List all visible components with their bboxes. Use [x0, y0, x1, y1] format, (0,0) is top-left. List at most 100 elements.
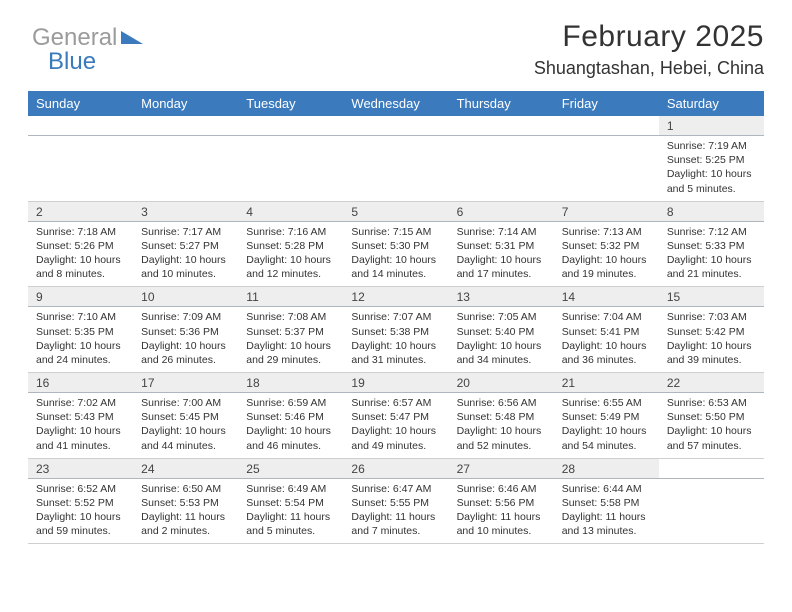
sunset-text: Sunset: 5:58 PM [562, 496, 651, 510]
daylight-text: Daylight: 10 hours and 10 minutes. [141, 253, 230, 281]
weekday-header: Tuesday [238, 91, 343, 116]
day-number-cell: 19 [343, 373, 448, 393]
day-content-cell: Sunrise: 7:07 AMSunset: 5:38 PMDaylight:… [343, 307, 448, 373]
sunset-text: Sunset: 5:30 PM [351, 239, 440, 253]
daylight-text: Daylight: 11 hours and 5 minutes. [246, 510, 335, 538]
day-number: 17 [141, 376, 154, 390]
sunset-text: Sunset: 5:28 PM [246, 239, 335, 253]
day-number-cell: 24 [133, 458, 238, 478]
day-content-cell: Sunrise: 7:13 AMSunset: 5:32 PMDaylight:… [554, 221, 659, 287]
sunrise-text: Sunrise: 7:04 AM [562, 310, 651, 324]
sunset-text: Sunset: 5:47 PM [351, 410, 440, 424]
sunset-text: Sunset: 5:53 PM [141, 496, 230, 510]
daylight-text: Daylight: 10 hours and 59 minutes. [36, 510, 125, 538]
day-content-row: Sunrise: 7:18 AMSunset: 5:26 PMDaylight:… [28, 221, 764, 287]
sunrise-text: Sunrise: 7:03 AM [667, 310, 756, 324]
day-number: 16 [36, 376, 49, 390]
weekday-header-row: Sunday Monday Tuesday Wednesday Thursday… [28, 91, 764, 116]
day-content-cell: Sunrise: 7:17 AMSunset: 5:27 PMDaylight:… [133, 221, 238, 287]
day-number: 27 [457, 462, 470, 476]
sunrise-text: Sunrise: 6:52 AM [36, 482, 125, 496]
day-number: 8 [667, 205, 674, 219]
day-content-cell: Sunrise: 6:57 AMSunset: 5:47 PMDaylight:… [343, 393, 448, 459]
sunrise-text: Sunrise: 7:02 AM [36, 396, 125, 410]
day-content-cell [554, 136, 659, 202]
daylight-text: Daylight: 10 hours and 41 minutes. [36, 424, 125, 452]
day-content-cell: Sunrise: 6:59 AMSunset: 5:46 PMDaylight:… [238, 393, 343, 459]
day-content-cell [659, 478, 764, 544]
day-content-cell: Sunrise: 6:52 AMSunset: 5:52 PMDaylight:… [28, 478, 133, 544]
daylight-text: Daylight: 10 hours and 52 minutes. [457, 424, 546, 452]
weekday-header: Friday [554, 91, 659, 116]
day-content-cell: Sunrise: 7:04 AMSunset: 5:41 PMDaylight:… [554, 307, 659, 373]
sunset-text: Sunset: 5:50 PM [667, 410, 756, 424]
daylight-text: Daylight: 10 hours and 49 minutes. [351, 424, 440, 452]
day-content-cell: Sunrise: 6:47 AMSunset: 5:55 PMDaylight:… [343, 478, 448, 544]
location-text: Shuangtashan, Hebei, China [28, 58, 764, 79]
daylight-text: Daylight: 10 hours and 31 minutes. [351, 339, 440, 367]
day-content-cell: Sunrise: 6:53 AMSunset: 5:50 PMDaylight:… [659, 393, 764, 459]
day-number: 7 [562, 205, 569, 219]
sunrise-text: Sunrise: 7:10 AM [36, 310, 125, 324]
day-number: 25 [246, 462, 259, 476]
sunset-text: Sunset: 5:55 PM [351, 496, 440, 510]
day-content-row: Sunrise: 7:10 AMSunset: 5:35 PMDaylight:… [28, 307, 764, 373]
day-content-row: Sunrise: 7:02 AMSunset: 5:43 PMDaylight:… [28, 393, 764, 459]
day-number: 12 [351, 290, 364, 304]
sunset-text: Sunset: 5:45 PM [141, 410, 230, 424]
day-number: 20 [457, 376, 470, 390]
day-number-cell: 4 [238, 201, 343, 221]
day-content-cell: Sunrise: 7:14 AMSunset: 5:31 PMDaylight:… [449, 221, 554, 287]
daylight-text: Daylight: 10 hours and 24 minutes. [36, 339, 125, 367]
day-number-cell [238, 116, 343, 136]
sunrise-text: Sunrise: 6:44 AM [562, 482, 651, 496]
day-number-cell: 21 [554, 373, 659, 393]
day-content-row: Sunrise: 6:52 AMSunset: 5:52 PMDaylight:… [28, 478, 764, 544]
sunset-text: Sunset: 5:56 PM [457, 496, 546, 510]
day-number: 14 [562, 290, 575, 304]
sunset-text: Sunset: 5:31 PM [457, 239, 546, 253]
day-content-cell [28, 136, 133, 202]
sunrise-text: Sunrise: 7:12 AM [667, 225, 756, 239]
logo-triangle-icon [121, 31, 143, 44]
day-content-cell [238, 136, 343, 202]
day-number-cell: 27 [449, 458, 554, 478]
day-number-cell [659, 458, 764, 478]
weekday-header: Thursday [449, 91, 554, 116]
day-number-cell: 16 [28, 373, 133, 393]
daylight-text: Daylight: 10 hours and 26 minutes. [141, 339, 230, 367]
day-number-cell: 6 [449, 201, 554, 221]
daylight-text: Daylight: 11 hours and 7 minutes. [351, 510, 440, 538]
daylight-text: Daylight: 10 hours and 54 minutes. [562, 424, 651, 452]
sunrise-text: Sunrise: 6:57 AM [351, 396, 440, 410]
day-number-cell: 3 [133, 201, 238, 221]
sunrise-text: Sunrise: 7:18 AM [36, 225, 125, 239]
sunset-text: Sunset: 5:25 PM [667, 153, 756, 167]
daylight-text: Daylight: 10 hours and 34 minutes. [457, 339, 546, 367]
sunrise-text: Sunrise: 7:05 AM [457, 310, 546, 324]
sunrise-text: Sunrise: 7:15 AM [351, 225, 440, 239]
sunrise-text: Sunrise: 6:56 AM [457, 396, 546, 410]
sunrise-text: Sunrise: 6:53 AM [667, 396, 756, 410]
daylight-text: Daylight: 10 hours and 19 minutes. [562, 253, 651, 281]
day-number-cell: 23 [28, 458, 133, 478]
day-content-cell: Sunrise: 7:00 AMSunset: 5:45 PMDaylight:… [133, 393, 238, 459]
sunset-text: Sunset: 5:43 PM [36, 410, 125, 424]
day-number-cell [449, 116, 554, 136]
calendar-table: Sunday Monday Tuesday Wednesday Thursday… [28, 91, 764, 544]
sunrise-text: Sunrise: 7:09 AM [141, 310, 230, 324]
weekday-header: Sunday [28, 91, 133, 116]
sunset-text: Sunset: 5:32 PM [562, 239, 651, 253]
day-number-cell: 13 [449, 287, 554, 307]
sunrise-text: Sunrise: 7:14 AM [457, 225, 546, 239]
day-number-cell: 18 [238, 373, 343, 393]
daylight-text: Daylight: 10 hours and 44 minutes. [141, 424, 230, 452]
daylight-text: Daylight: 10 hours and 36 minutes. [562, 339, 651, 367]
day-content-cell: Sunrise: 7:09 AMSunset: 5:36 PMDaylight:… [133, 307, 238, 373]
day-content-cell: Sunrise: 7:15 AMSunset: 5:30 PMDaylight:… [343, 221, 448, 287]
sunset-text: Sunset: 5:40 PM [457, 325, 546, 339]
day-number-cell [133, 116, 238, 136]
sunset-text: Sunset: 5:54 PM [246, 496, 335, 510]
day-number-cell: 15 [659, 287, 764, 307]
day-number: 9 [36, 290, 43, 304]
